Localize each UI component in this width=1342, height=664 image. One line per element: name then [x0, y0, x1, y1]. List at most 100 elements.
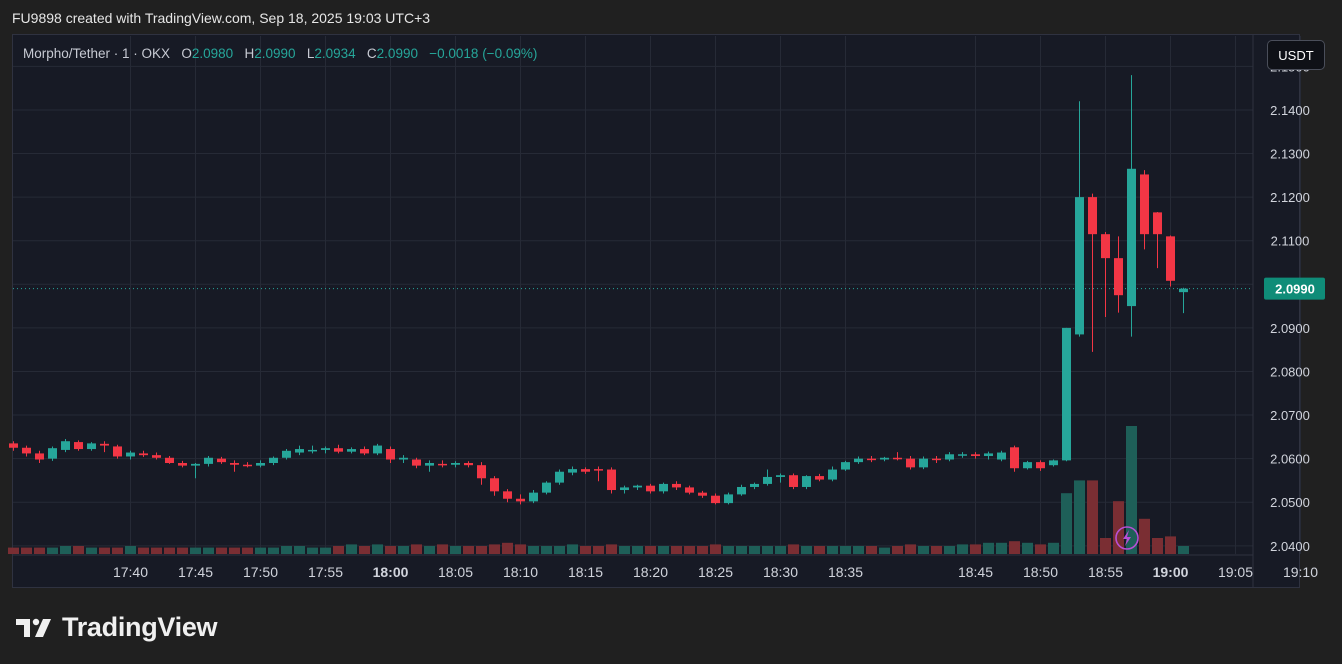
volume-bar — [203, 547, 214, 554]
x-tick-label: 18:20 — [633, 564, 668, 580]
volume-bar — [1074, 480, 1085, 554]
candle-body — [334, 448, 343, 452]
candle-body — [282, 450, 291, 458]
candle-body — [932, 458, 941, 461]
volume-bar — [1009, 541, 1020, 554]
volume-bar — [372, 544, 383, 554]
candle-body — [984, 453, 993, 457]
candle-body — [724, 494, 733, 504]
candle-body — [1062, 327, 1071, 461]
volume-bar — [307, 547, 318, 554]
volume-bar — [1113, 501, 1124, 554]
brand: TradingView — [14, 612, 218, 643]
candle-body — [698, 492, 707, 496]
x-tick-label: 17:45 — [178, 564, 213, 580]
candle-body — [958, 454, 967, 456]
x-tick-label: 17:55 — [308, 564, 343, 580]
brand-name: TradingView — [62, 612, 218, 642]
volume-bar — [125, 546, 136, 554]
candle-body — [22, 447, 31, 454]
volume-bar — [476, 546, 487, 554]
candle-body — [1127, 168, 1136, 307]
volume-bar — [99, 547, 110, 554]
candle-body — [685, 487, 694, 493]
candle-body — [646, 485, 655, 492]
y-tick-label: 2.0900 — [1270, 321, 1310, 336]
volume-bar — [86, 547, 97, 554]
volume-bar — [749, 546, 760, 554]
volume-bar — [710, 544, 721, 554]
candle-body — [139, 453, 148, 456]
volume-bar — [320, 547, 331, 554]
volume-bar — [632, 546, 643, 554]
candle-body — [9, 443, 18, 448]
candle-body — [971, 454, 980, 457]
candle-body — [477, 465, 486, 479]
candle-body — [152, 455, 161, 458]
volume-bar — [242, 547, 253, 554]
y-tick-label: 2.0500 — [1270, 495, 1310, 510]
candle-body — [360, 449, 369, 454]
volume-bar — [73, 546, 84, 554]
volume-bar — [853, 546, 864, 554]
volume-bar — [658, 546, 669, 554]
volume-bar — [970, 544, 981, 554]
candle-body — [1153, 212, 1162, 235]
x-tick-label: 19:00 — [1153, 564, 1189, 580]
candle-body — [906, 458, 915, 468]
time-axis: 17:40 17:45 17:50 17:55 18:00 18:05 18:10 18:15… — [113, 564, 1318, 580]
candle-body — [464, 463, 473, 466]
volume-bar — [684, 546, 695, 554]
y-tick-label: 2.1200 — [1270, 190, 1310, 205]
candle-body — [737, 486, 746, 495]
candle-body — [893, 457, 902, 460]
lightning-icon[interactable] — [1115, 526, 1139, 550]
x-tick-label: 17:40 — [113, 564, 148, 580]
candle-body — [828, 469, 837, 480]
candle-body — [620, 487, 629, 491]
volume-bar — [346, 544, 357, 554]
candle-body — [100, 443, 109, 446]
x-tick-label: 18:30 — [763, 564, 798, 580]
candle-body — [113, 446, 122, 457]
chart-pane[interactable] — [12, 34, 1300, 588]
candle-body — [1101, 234, 1110, 259]
volume-bar — [1022, 542, 1033, 554]
volume-bar — [359, 546, 370, 554]
x-tick-label: 18:15 — [568, 564, 603, 580]
volume-bar — [398, 546, 409, 554]
candle-body — [191, 463, 200, 466]
low-label: L — [306, 46, 315, 61]
symbol-label[interactable]: Morpho/Tether · 1 · OKX — [23, 46, 171, 61]
volume-bar — [736, 546, 747, 554]
candle-body — [672, 483, 681, 488]
volume-bar — [905, 544, 916, 554]
volume-bar — [151, 547, 162, 554]
volume-bar — [255, 547, 266, 554]
volume-bar — [1048, 542, 1059, 554]
volume-bar — [697, 546, 708, 554]
volume-bar — [216, 547, 227, 554]
currency-button[interactable]: USDT — [1267, 40, 1325, 70]
candle-body — [61, 441, 70, 450]
volume-bar — [983, 542, 994, 554]
candle-body — [568, 469, 577, 473]
candle-body — [555, 471, 564, 483]
volume-bar — [34, 547, 45, 554]
y-tick-label: 2.1100 — [1271, 234, 1310, 249]
volume-bar — [541, 546, 552, 554]
candle-body — [529, 492, 538, 502]
volume-bar — [1152, 538, 1163, 554]
candle-body — [802, 476, 811, 487]
volume-bar — [1087, 480, 1098, 554]
last-price-label: 2.0990 — [1264, 277, 1325, 300]
x-tick-label: 18:45 — [958, 564, 993, 580]
volume-bar — [463, 546, 474, 554]
candle-body — [178, 463, 187, 466]
candle-body — [1088, 197, 1097, 235]
volume-bar — [411, 544, 422, 554]
candle-body — [308, 449, 317, 452]
series-legend: Morpho/Tether · 1 · OKX O2.0980 H2.0990 … — [23, 46, 537, 61]
volume-bar — [294, 546, 305, 554]
